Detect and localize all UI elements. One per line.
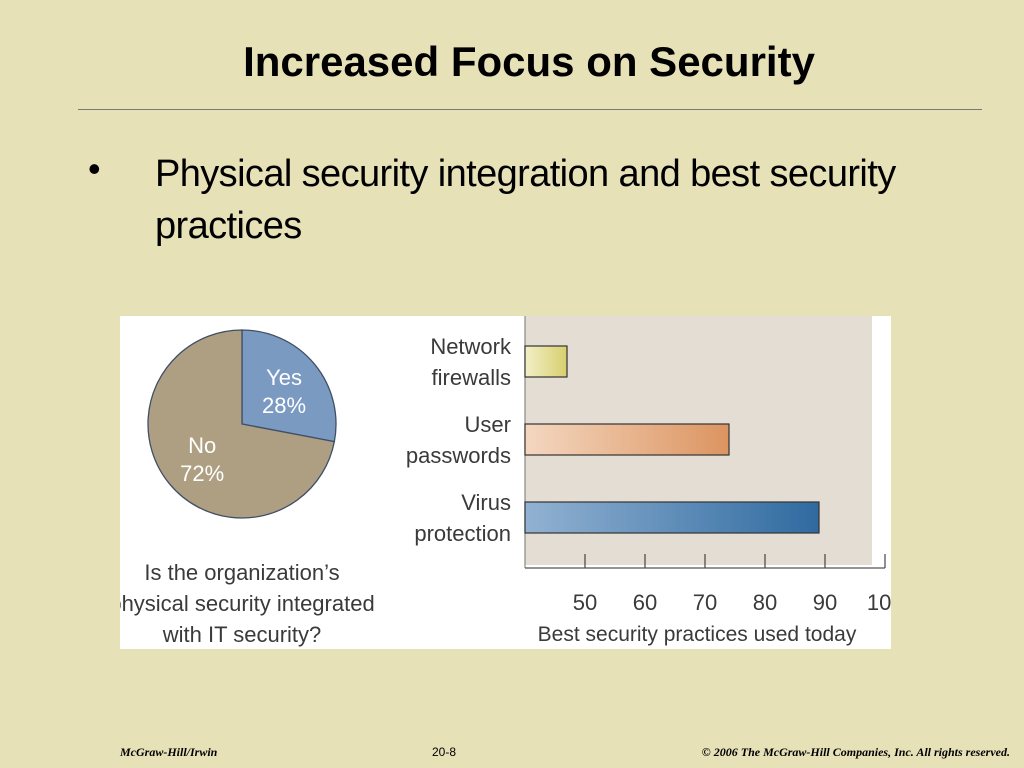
bar-category-label: Network bbox=[430, 334, 512, 359]
footer-publisher: McGraw-Hill/Irwin bbox=[120, 745, 218, 759]
figure-svg: Yes 28% No 72% Is the organization’s physical… bbox=[120, 316, 891, 647]
pie-caption-line: with IT security? bbox=[162, 622, 322, 647]
bar-category-label: protection bbox=[414, 521, 511, 546]
bullet-text: Physical security integration and best s… bbox=[155, 153, 896, 247]
x-tick-label: 50 bbox=[573, 590, 597, 615]
pie-value-no: 72% bbox=[180, 461, 224, 486]
pie-caption-line: Is the organization’s bbox=[144, 560, 339, 585]
footer-page-number: 20-8 bbox=[432, 745, 457, 759]
bar-user-passwords bbox=[524, 423, 730, 456]
bar-virus-protection bbox=[524, 501, 820, 534]
pie-value-yes: 28% bbox=[262, 393, 306, 418]
pie-slice-no bbox=[147, 329, 336, 519]
x-tick-label: 60 bbox=[633, 590, 657, 615]
pie-chart: Yes 28% No 72% Is the organization’s physical… bbox=[120, 329, 375, 647]
x-tick-label: 90 bbox=[813, 590, 837, 615]
pie-label-no: No bbox=[188, 433, 216, 458]
pie-label-yes: Yes bbox=[266, 365, 302, 390]
x-tick-label: 80 bbox=[753, 590, 777, 615]
bar-network-firewalls bbox=[524, 345, 568, 378]
footer-copyright: © 2006 The McGraw-Hill Companies, Inc. A… bbox=[701, 745, 1010, 759]
bar-category-label: passwords bbox=[406, 443, 511, 468]
bar-category-label: Virus bbox=[461, 490, 511, 515]
pie-slice-yes bbox=[241, 329, 337, 443]
title-divider bbox=[78, 109, 982, 110]
bullet-icon: • bbox=[88, 148, 101, 189]
slide-title: Increased Focus on Security bbox=[243, 38, 815, 85]
bar-category-label: firewalls bbox=[432, 365, 511, 390]
pie-caption-line: physical security integrated bbox=[120, 591, 375, 616]
security-figure: Yes 28% No 72% Is the organization’s physical… bbox=[120, 316, 891, 649]
bar-chart: Network firewalls User passwords Virus protec… bbox=[406, 316, 891, 646]
x-axis-title: Best security practices used today bbox=[538, 623, 857, 646]
x-tick-label: 100% bbox=[867, 590, 891, 615]
bar-category-label: User bbox=[465, 412, 511, 437]
x-tick-label: 70 bbox=[693, 590, 717, 615]
